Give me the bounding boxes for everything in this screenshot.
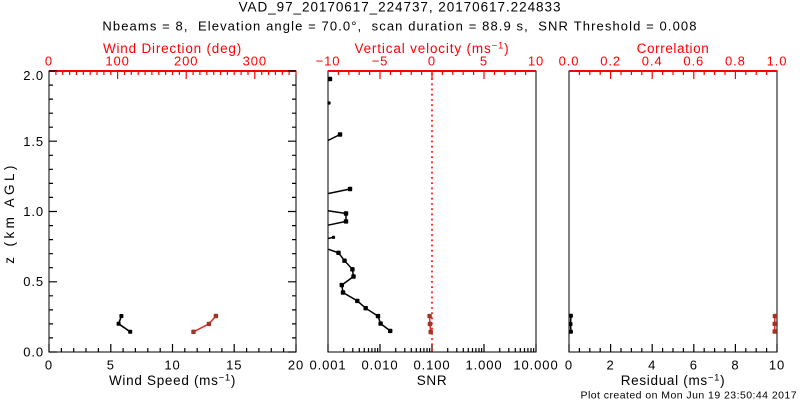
svg-text:10: 10: [769, 358, 785, 373]
svg-text:6: 6: [690, 358, 698, 373]
svg-text:10: 10: [164, 358, 180, 373]
svg-text:10: 10: [528, 54, 544, 69]
svg-text:0.4: 0.4: [642, 54, 663, 69]
svg-text:Correlation: Correlation: [637, 41, 710, 56]
svg-text:Residual (ms−1): Residual (ms−1): [621, 373, 726, 389]
svg-text:VAD_97_20170617_224737, 201706: VAD_97_20170617_224737, 20170617.224833: [239, 0, 562, 15]
svg-text:200: 200: [174, 54, 198, 69]
svg-text:0.2: 0.2: [600, 54, 621, 69]
svg-text:1.000: 1.000: [465, 358, 502, 373]
svg-text:10.000: 10.000: [513, 358, 558, 373]
svg-text:1.0: 1.0: [23, 204, 44, 219]
svg-text:1.0: 1.0: [767, 54, 788, 69]
svg-text:0: 0: [565, 358, 573, 373]
svg-text:1.5: 1.5: [23, 134, 44, 149]
svg-text:−5: −5: [372, 54, 389, 69]
svg-text:0: 0: [45, 358, 53, 373]
svg-text:8: 8: [731, 358, 739, 373]
svg-text:0.100: 0.100: [413, 358, 450, 373]
svg-text:0.6: 0.6: [683, 54, 704, 69]
svg-text:Wind Speed (ms−1): Wind Speed (ms−1): [109, 373, 236, 389]
svg-text:Vertical velocity (ms−1): Vertical velocity (ms−1): [354, 41, 509, 57]
svg-text:0.8: 0.8: [725, 54, 746, 69]
svg-text:0: 0: [428, 54, 436, 69]
svg-text:0.010: 0.010: [361, 358, 398, 373]
svg-text:100: 100: [105, 54, 129, 69]
svg-text:0.001: 0.001: [309, 358, 346, 373]
svg-text:−10: −10: [316, 54, 341, 69]
svg-text:0: 0: [45, 54, 53, 69]
svg-text:2.0: 2.0: [23, 68, 44, 83]
svg-text:Wind Direction (deg): Wind Direction (deg): [103, 41, 242, 56]
svg-text:300: 300: [243, 54, 267, 69]
svg-text:4: 4: [648, 358, 656, 373]
svg-text:0.0: 0.0: [559, 54, 580, 69]
svg-text:5: 5: [480, 54, 488, 69]
svg-text:20: 20: [288, 358, 304, 373]
svg-text:5: 5: [107, 358, 115, 373]
svg-text:0.0: 0.0: [23, 345, 44, 360]
svg-text:2: 2: [607, 358, 615, 373]
svg-text:Plot created on Mon Jun 19 23:: Plot created on Mon Jun 19 23:50:44 2017: [581, 390, 797, 400]
svg-text:0.5: 0.5: [23, 274, 44, 289]
svg-text:SNR: SNR: [417, 373, 448, 388]
svg-text:15: 15: [226, 358, 242, 373]
svg-text:Nbeams = 8, Elevation angle =: Nbeams = 8, Elevation angle = 70.0°, sca…: [102, 19, 697, 34]
svg-text:z (km AGL): z (km AGL): [2, 162, 17, 264]
